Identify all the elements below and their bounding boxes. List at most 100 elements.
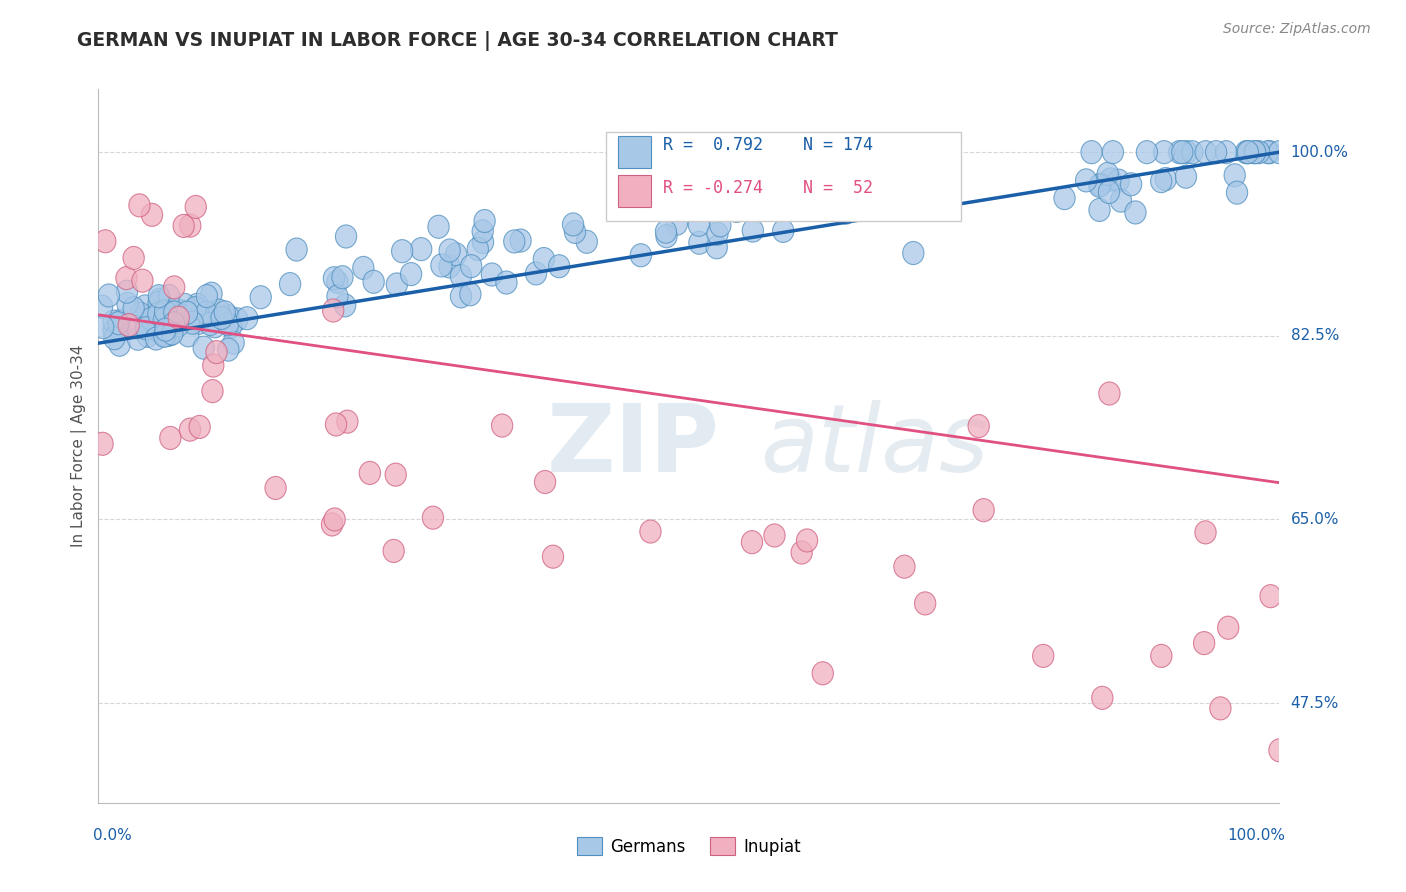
Ellipse shape [710, 214, 731, 237]
Text: Source: ZipAtlas.com: Source: ZipAtlas.com [1223, 22, 1371, 37]
Ellipse shape [208, 299, 229, 322]
Ellipse shape [135, 295, 156, 318]
Ellipse shape [1226, 181, 1247, 204]
Ellipse shape [503, 230, 524, 253]
Ellipse shape [827, 180, 849, 203]
Ellipse shape [165, 310, 186, 333]
Ellipse shape [533, 247, 554, 270]
Ellipse shape [236, 307, 257, 330]
Ellipse shape [165, 298, 186, 321]
Ellipse shape [160, 301, 181, 324]
Ellipse shape [689, 231, 710, 254]
Ellipse shape [132, 269, 153, 293]
Ellipse shape [439, 255, 460, 278]
Ellipse shape [128, 327, 149, 351]
Ellipse shape [481, 263, 502, 286]
Ellipse shape [149, 288, 170, 311]
Ellipse shape [108, 316, 129, 339]
Ellipse shape [868, 187, 889, 211]
Ellipse shape [903, 242, 924, 265]
Ellipse shape [188, 311, 209, 334]
Ellipse shape [700, 194, 721, 218]
Ellipse shape [1260, 584, 1281, 607]
Ellipse shape [1257, 141, 1278, 164]
Ellipse shape [124, 246, 145, 269]
Ellipse shape [201, 282, 222, 305]
Text: 100.0%: 100.0% [1227, 828, 1285, 843]
Text: 100.0%: 100.0% [1291, 145, 1348, 160]
Ellipse shape [1244, 141, 1265, 164]
Ellipse shape [796, 529, 818, 552]
Ellipse shape [973, 499, 994, 522]
Ellipse shape [148, 285, 170, 308]
Text: GERMAN VS INUPIAT IN LABOR FORCE | AGE 30-34 CORRELATION CHART: GERMAN VS INUPIAT IN LABOR FORCE | AGE 3… [77, 31, 838, 51]
Ellipse shape [129, 194, 150, 217]
Ellipse shape [1153, 141, 1175, 164]
Ellipse shape [543, 545, 564, 568]
Ellipse shape [218, 338, 239, 361]
Ellipse shape [1054, 186, 1076, 210]
Ellipse shape [159, 285, 180, 308]
Ellipse shape [835, 202, 856, 224]
Y-axis label: In Labor Force | Age 30-34: In Labor Force | Age 30-34 [72, 344, 87, 548]
Ellipse shape [162, 310, 183, 333]
Ellipse shape [148, 318, 169, 342]
Ellipse shape [172, 300, 193, 323]
Ellipse shape [194, 305, 215, 328]
Ellipse shape [427, 215, 449, 238]
Ellipse shape [174, 293, 195, 317]
Ellipse shape [1175, 141, 1197, 164]
Ellipse shape [564, 220, 586, 244]
Ellipse shape [725, 200, 747, 222]
Ellipse shape [211, 306, 232, 329]
Ellipse shape [108, 311, 129, 334]
Ellipse shape [186, 296, 207, 319]
Ellipse shape [706, 235, 727, 259]
Ellipse shape [689, 213, 710, 236]
Ellipse shape [1125, 201, 1146, 224]
Ellipse shape [385, 463, 406, 486]
Ellipse shape [1268, 739, 1291, 762]
Ellipse shape [1236, 141, 1257, 164]
Ellipse shape [382, 540, 405, 563]
Ellipse shape [1218, 616, 1239, 640]
Ellipse shape [461, 254, 482, 277]
Ellipse shape [197, 285, 218, 308]
Ellipse shape [810, 177, 832, 200]
Ellipse shape [118, 314, 139, 336]
Ellipse shape [793, 171, 815, 194]
Ellipse shape [439, 239, 460, 262]
Ellipse shape [526, 262, 547, 285]
Ellipse shape [226, 308, 247, 331]
Ellipse shape [167, 303, 188, 326]
Ellipse shape [173, 214, 194, 237]
Ellipse shape [160, 426, 181, 450]
Ellipse shape [326, 270, 349, 293]
Ellipse shape [1171, 141, 1192, 164]
Ellipse shape [1195, 521, 1216, 544]
Ellipse shape [163, 311, 184, 334]
Ellipse shape [204, 315, 225, 338]
Text: 65.0%: 65.0% [1291, 512, 1339, 527]
Ellipse shape [335, 293, 356, 317]
Text: atlas: atlas [759, 401, 988, 491]
Ellipse shape [1081, 141, 1102, 164]
Ellipse shape [188, 416, 211, 439]
Ellipse shape [799, 155, 821, 178]
Ellipse shape [163, 301, 184, 323]
Ellipse shape [815, 168, 837, 191]
Ellipse shape [218, 305, 239, 327]
Ellipse shape [655, 225, 678, 248]
Ellipse shape [205, 341, 228, 364]
Ellipse shape [1181, 141, 1204, 164]
Ellipse shape [98, 284, 120, 307]
Ellipse shape [180, 418, 201, 442]
Ellipse shape [170, 306, 191, 329]
Ellipse shape [103, 319, 124, 343]
Ellipse shape [741, 531, 762, 554]
Ellipse shape [1237, 141, 1258, 164]
Ellipse shape [1260, 141, 1281, 164]
Ellipse shape [811, 148, 832, 171]
Ellipse shape [136, 325, 159, 347]
Ellipse shape [492, 414, 513, 437]
